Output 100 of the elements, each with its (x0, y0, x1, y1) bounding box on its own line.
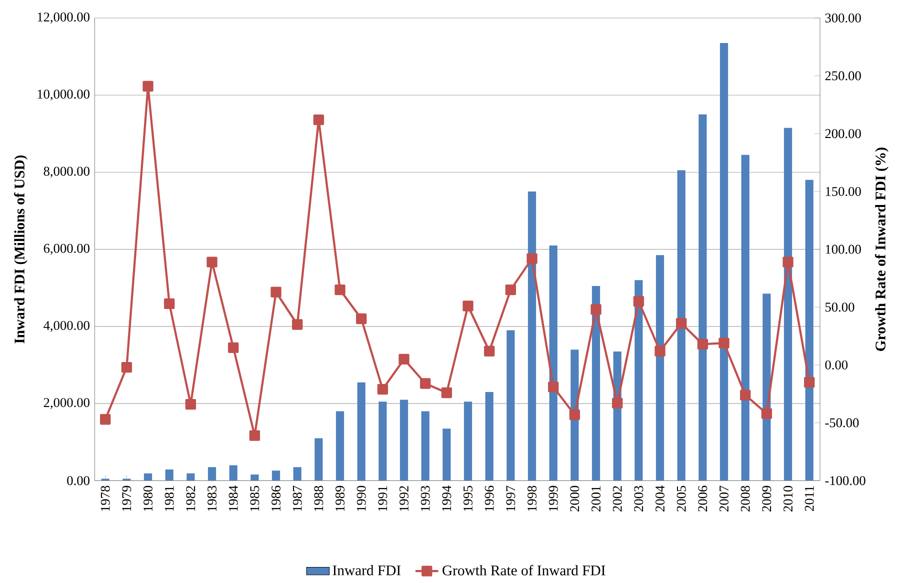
x-tick-label: 2000 (570, 486, 580, 512)
bar (314, 438, 323, 481)
bar (656, 255, 664, 481)
legend-label: Inward FDI (332, 565, 401, 576)
bar (250, 474, 259, 481)
y2-tick-label: 300.00 (825, 14, 861, 23)
point (142, 81, 154, 92)
x-tick-label: 1998 (528, 486, 536, 512)
point (697, 339, 708, 350)
point (548, 382, 559, 393)
x-tick-label: 2008 (740, 486, 750, 512)
point (377, 384, 388, 395)
y-tick-label: 12,000.00 (38, 12, 90, 24)
bar (293, 467, 302, 481)
bar (229, 465, 238, 481)
y2-axis-title: Growth Rate of Inward FDI (%) (874, 148, 888, 352)
y2-tick-label: -100.00 (825, 476, 866, 486)
y2-tick-label: 200.00 (825, 129, 861, 138)
x-tick-label: 1979 (122, 486, 132, 512)
bar (165, 470, 174, 481)
x-tick-label: 1985 (250, 486, 260, 512)
x-tick-label: 2009 (762, 486, 772, 512)
point (740, 390, 751, 401)
point (441, 388, 452, 398)
x-tick-label: 1993 (420, 486, 430, 512)
x-tick-label: 1997 (506, 486, 516, 512)
point (185, 399, 196, 410)
bar (336, 411, 344, 481)
x-tick-label: 2004 (656, 486, 664, 512)
point (654, 346, 666, 357)
x-tick-label: 1996 (484, 486, 494, 512)
x-tick-label: 2001 (592, 486, 600, 512)
x-tick-label: 1991 (378, 486, 388, 512)
y-tick-label: 0.00 (67, 476, 90, 486)
bar (485, 392, 494, 481)
x-tick-label: 1989 (336, 486, 344, 512)
y2-tick-label: 250.00 (825, 72, 861, 81)
point (313, 114, 324, 126)
x-tick-label: 1978 (100, 486, 110, 512)
x-tick-label: 2005 (676, 486, 686, 512)
y2-tick-label: 0.00 (825, 360, 848, 370)
x-tick-label: 1984 (228, 486, 238, 512)
point (782, 256, 794, 268)
bar (720, 43, 728, 481)
point (612, 398, 623, 409)
bar (784, 128, 792, 481)
point (462, 300, 474, 312)
y2-tick-label: 50.00 (825, 302, 854, 312)
x-tick-label: 1990 (356, 486, 366, 512)
bar (698, 114, 707, 481)
point (718, 338, 730, 349)
bar (528, 192, 536, 481)
x-tick-label: 2007 (720, 486, 728, 512)
x-tick-label: 1982 (186, 486, 196, 512)
point (804, 377, 815, 388)
bar (741, 155, 750, 481)
point (164, 298, 175, 310)
y-tick-label: 4,000.00 (44, 321, 90, 332)
point (526, 253, 538, 264)
x-tick-label: 1981 (164, 486, 174, 512)
point (633, 296, 644, 307)
x-tick-label: 1994 (442, 486, 452, 512)
x-tick-label: 2003 (634, 486, 644, 512)
point (249, 430, 260, 442)
y-tick-label: 6,000.00 (44, 244, 90, 255)
bar (378, 402, 387, 481)
bar (144, 474, 152, 481)
point (505, 284, 516, 296)
point (484, 346, 495, 357)
point (100, 414, 111, 425)
x-tick-label: 1995 (464, 486, 472, 512)
y-axis-title: Inward FDI (Millions of USD) (14, 156, 28, 344)
bar (421, 411, 430, 481)
y-tick-label: 10,000.00 (38, 90, 90, 101)
bar (634, 280, 643, 481)
point (569, 410, 580, 420)
point (398, 354, 410, 365)
bar (442, 428, 451, 481)
bar (506, 330, 515, 481)
point (761, 408, 772, 420)
x-tick-label: 1983 (208, 486, 216, 512)
x-tick-label: 1987 (292, 486, 302, 512)
legend-label: Growth Rate of Inward FDI (442, 565, 606, 576)
y2-tick-label: -50.00 (825, 418, 859, 428)
bar (272, 470, 280, 481)
bar (400, 400, 408, 481)
x-tick-label: 1999 (548, 486, 558, 512)
x-tick-label: 1986 (272, 486, 280, 512)
point (206, 256, 218, 268)
x-tick-label: 1992 (400, 486, 408, 512)
y-tick-label: 2,000.00 (44, 398, 90, 410)
bar (186, 474, 195, 481)
point (334, 284, 346, 296)
point (356, 314, 367, 324)
bar (677, 170, 686, 481)
y2-tick-label: 100.00 (826, 245, 861, 254)
bar (549, 246, 558, 481)
point (590, 304, 602, 316)
x-tick-label: 1988 (314, 486, 324, 512)
point (121, 362, 132, 373)
